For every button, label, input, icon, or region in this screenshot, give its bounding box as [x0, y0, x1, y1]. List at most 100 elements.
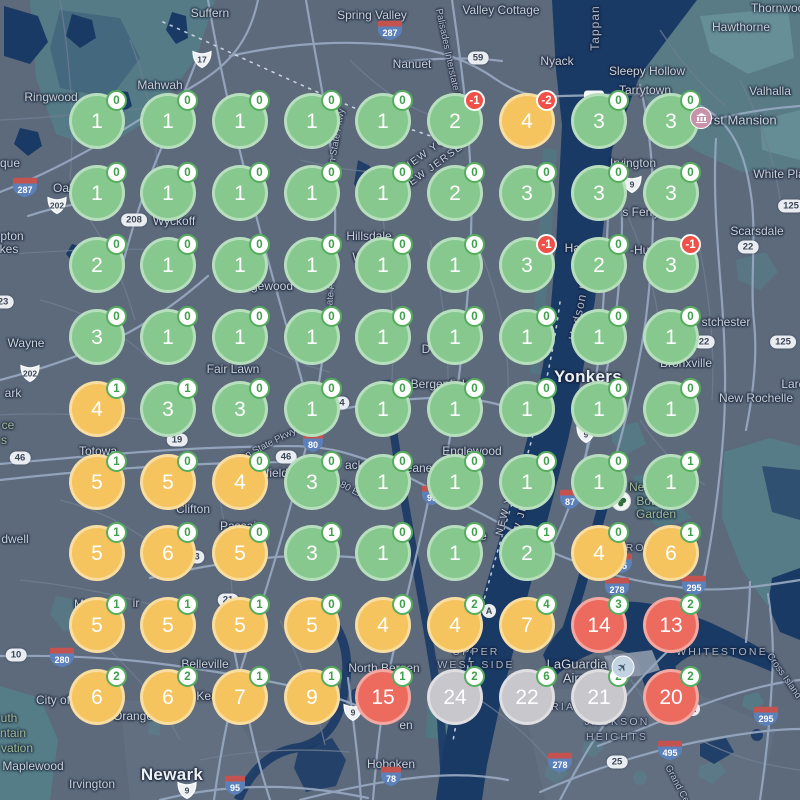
- cluster-badge: 0: [536, 378, 557, 399]
- cluster-badge: 0: [249, 522, 270, 543]
- cluster-badge: 1: [106, 451, 127, 472]
- cluster-count: 21: [587, 685, 611, 709]
- cluster-marker[interactable]: 22 6: [499, 666, 557, 725]
- cluster-badge: 0: [464, 451, 485, 472]
- cluster-count: 1: [593, 397, 605, 421]
- cluster-marker[interactable]: 4 -2: [499, 90, 557, 149]
- cluster-count: 1: [306, 109, 318, 133]
- cluster-marker[interactable]: 13 2: [643, 594, 701, 653]
- cluster-marker[interactable]: 14 3: [571, 594, 629, 653]
- cluster-badge: 0: [392, 306, 413, 327]
- cluster-marker[interactable]: 24 2: [427, 666, 485, 725]
- cluster-badge: 0: [321, 594, 342, 615]
- cluster-count: 1: [234, 109, 246, 133]
- cluster-count: 4: [521, 109, 533, 133]
- cluster-marker[interactable]: 3 -1: [643, 234, 701, 293]
- cluster-badge: 1: [106, 378, 127, 399]
- cluster-count: 3: [665, 253, 677, 277]
- cluster-count: 1: [665, 397, 677, 421]
- cluster-count: 1: [377, 397, 389, 421]
- cluster-count: 4: [593, 541, 605, 565]
- plane-icon[interactable]: ✈: [611, 655, 635, 679]
- cluster-badge: 0: [321, 378, 342, 399]
- cluster-marker[interactable]: 2 -1: [427, 90, 485, 149]
- cluster-marker[interactable]: 15 1: [355, 666, 413, 725]
- cluster-marker[interactable]: 3 -1: [499, 234, 557, 293]
- cluster-marker[interactable]: 20 2: [643, 666, 701, 725]
- cluster-count: 4: [449, 613, 461, 637]
- museum-icon[interactable]: [690, 107, 712, 129]
